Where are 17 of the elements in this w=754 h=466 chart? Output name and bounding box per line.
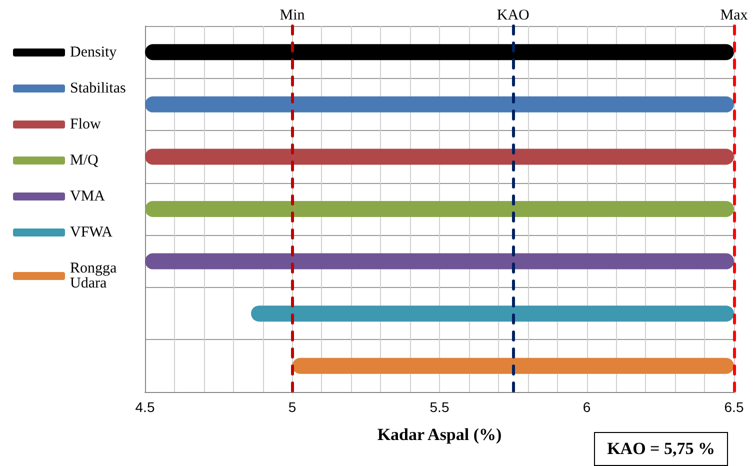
x-tick-label: 6	[582, 399, 591, 415]
legend-label: M/Q	[70, 152, 99, 168]
x-tick-label: 5	[288, 399, 296, 415]
legend-label: Density	[70, 44, 118, 60]
x-tick-label: 4.5	[135, 399, 155, 415]
legend-label: Flow	[70, 116, 102, 132]
ref-line-label: Max	[720, 8, 748, 24]
x-tick-label: 5.5	[430, 399, 450, 415]
legend-label: VMA	[70, 188, 106, 204]
legend-label: Stabilitas	[70, 80, 126, 96]
legend-label: Rongga Udara	[70, 260, 120, 292]
legend-label: VFWA	[70, 224, 113, 240]
x-axis-title: Kadar Aspal (%)	[377, 425, 502, 444]
text: KAO = 5,75 %	[594, 432, 728, 466]
x-tick-label: 6.5	[724, 399, 744, 415]
ref-line-label: KAO	[496, 8, 530, 24]
ref-line-label: Min	[280, 8, 306, 24]
